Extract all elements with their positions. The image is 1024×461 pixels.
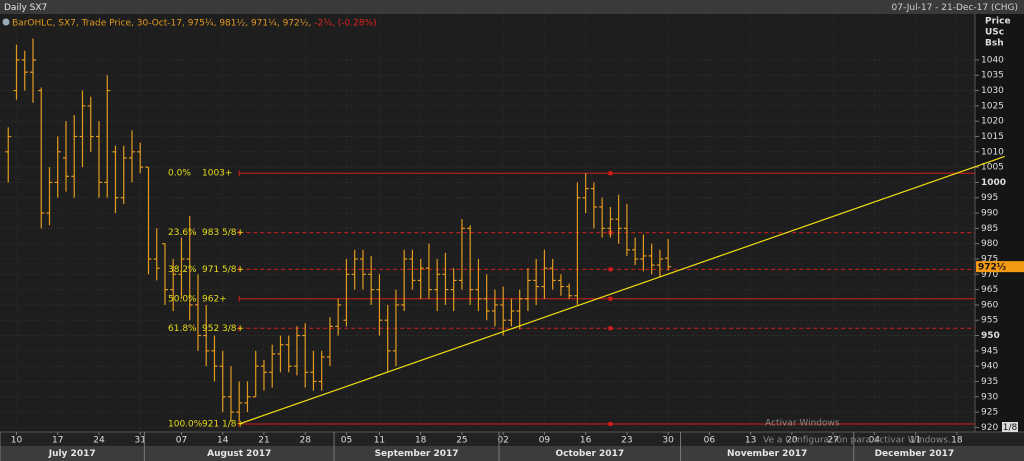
legend-icon xyxy=(2,18,10,26)
fib-percent: 0.0% xyxy=(168,169,191,179)
fib-label: 1003+ xyxy=(202,169,232,179)
fib-marker xyxy=(608,421,613,426)
watermark-title: Activar Windows xyxy=(765,419,840,429)
fib-marker xyxy=(608,171,613,176)
y-tick-label: 1000 xyxy=(981,178,1006,188)
x-tick-label: 23 xyxy=(621,436,632,446)
x-tick-label: 14 xyxy=(217,436,229,446)
x-tick-label: 11 xyxy=(910,436,921,446)
scale-note: 1/8 xyxy=(1003,423,1018,433)
y-tick-label: 980 xyxy=(981,239,998,249)
last-price-tag xyxy=(976,261,1024,273)
y-tick-label: 975 xyxy=(981,254,998,264)
month-label: September 2017 xyxy=(375,449,459,459)
y-tick-label: 940 xyxy=(981,362,998,372)
y-tick-label: 920 xyxy=(981,423,998,433)
y-axis-label: Bsh xyxy=(985,39,1004,49)
y-tick-label: 1010 xyxy=(981,147,1004,157)
legend-change: -2¼, (-0.28%) xyxy=(314,18,376,28)
y-tick-label: 945 xyxy=(981,346,998,356)
y-tick-label: 985 xyxy=(981,224,998,234)
x-tick-label: 11 xyxy=(374,436,385,446)
y-axis-label: Price xyxy=(985,17,1011,27)
x-tick-label: 25 xyxy=(456,436,467,446)
day-axis xyxy=(0,432,1024,446)
x-tick-label: 06 xyxy=(704,436,716,446)
date-range: 07-Jul-17 - 21-Dec-17 (CHG) xyxy=(892,3,1018,13)
y-tick-label: 1040 xyxy=(981,55,1004,65)
y-tick-label: 965 xyxy=(981,285,998,295)
fib-label: 983 5/8+ xyxy=(202,228,244,238)
month-label: July 2017 xyxy=(48,449,96,459)
x-tick-label: 09 xyxy=(539,436,551,446)
month-label: December 2017 xyxy=(875,449,955,459)
fib-percent: 100.0% xyxy=(168,419,203,429)
watermark-text: Ve a Configuración para activar Windows. xyxy=(763,435,951,446)
y-axis-label: USc xyxy=(985,28,1004,38)
trendline xyxy=(239,155,1005,425)
y-tick-label: 1035 xyxy=(981,71,1004,81)
fib-label: 952 3/8+ xyxy=(202,324,244,334)
fib-marker xyxy=(608,296,613,301)
legend: BarOHLC, SX7, Trade Price, 30-Oct-17, 97… xyxy=(12,18,377,28)
x-tick-label: 17 xyxy=(52,436,63,446)
x-tick-label: 27 xyxy=(827,436,838,446)
y-tick-label: 930 xyxy=(981,392,998,402)
month-axis xyxy=(0,446,1024,461)
x-tick-label: 02 xyxy=(497,436,508,446)
y-tick-label: 1030 xyxy=(981,86,1004,96)
scale-note-box xyxy=(1002,422,1018,432)
fib-label: 971 5/8+ xyxy=(202,265,244,275)
x-tick-label: 13 xyxy=(745,436,756,446)
y-tick-label: 1015 xyxy=(981,132,1004,142)
x-tick-label: 10 xyxy=(11,436,23,446)
fib-marker xyxy=(608,326,613,331)
x-tick-label: 30 xyxy=(662,436,674,446)
title-bar xyxy=(0,0,1024,14)
y-tick-label: 960 xyxy=(981,300,998,310)
fib-marker xyxy=(608,267,613,272)
y-tick-label: 950 xyxy=(981,331,1000,341)
fib-percent: 38.2% xyxy=(168,265,197,275)
x-tick-label: 18 xyxy=(415,436,427,446)
month-label: October 2017 xyxy=(555,449,624,459)
fib-label: 921 1/8+ xyxy=(202,419,244,429)
fib-percent: 61.8% xyxy=(168,324,197,334)
fib-percent: 23.6% xyxy=(168,228,197,238)
plot-area xyxy=(0,14,975,432)
price-axis xyxy=(975,14,1024,432)
x-tick-label: 05 xyxy=(341,436,352,446)
x-tick-label: 31 xyxy=(135,436,146,446)
y-tick-label: 1025 xyxy=(981,101,1004,111)
y-tick-label: 925 xyxy=(981,408,998,418)
fib-label: 962+ xyxy=(202,294,227,304)
y-tick-label: 1005 xyxy=(981,163,1004,173)
x-tick-label: 04 xyxy=(869,436,881,446)
y-tick-label: 970 xyxy=(981,270,998,280)
y-tick-label: 935 xyxy=(981,377,998,387)
x-tick-label: 24 xyxy=(93,436,105,446)
x-tick-label: 07 xyxy=(176,436,187,446)
x-tick-label: 21 xyxy=(258,436,269,446)
y-tick-label: 990 xyxy=(981,209,998,219)
x-tick-label: 18 xyxy=(951,436,963,446)
y-tick-label: 1020 xyxy=(981,117,1004,127)
month-label: August 2017 xyxy=(207,449,271,459)
window-title: Daily SX7 xyxy=(4,3,47,13)
fib-percent: 50.0% xyxy=(168,294,197,304)
x-tick-label: 28 xyxy=(299,436,311,446)
y-tick-label: 995 xyxy=(981,193,998,203)
x-tick-label: 16 xyxy=(580,436,592,446)
marks xyxy=(5,38,975,426)
x-tick-label: 20 xyxy=(786,436,798,446)
last-price-label: 972½ xyxy=(978,262,1006,273)
month-label: November 2017 xyxy=(727,449,807,459)
y-tick-label: 955 xyxy=(981,316,998,326)
legend-text: BarOHLC, SX7, Trade Price, 30-Oct-17, 97… xyxy=(12,18,311,28)
